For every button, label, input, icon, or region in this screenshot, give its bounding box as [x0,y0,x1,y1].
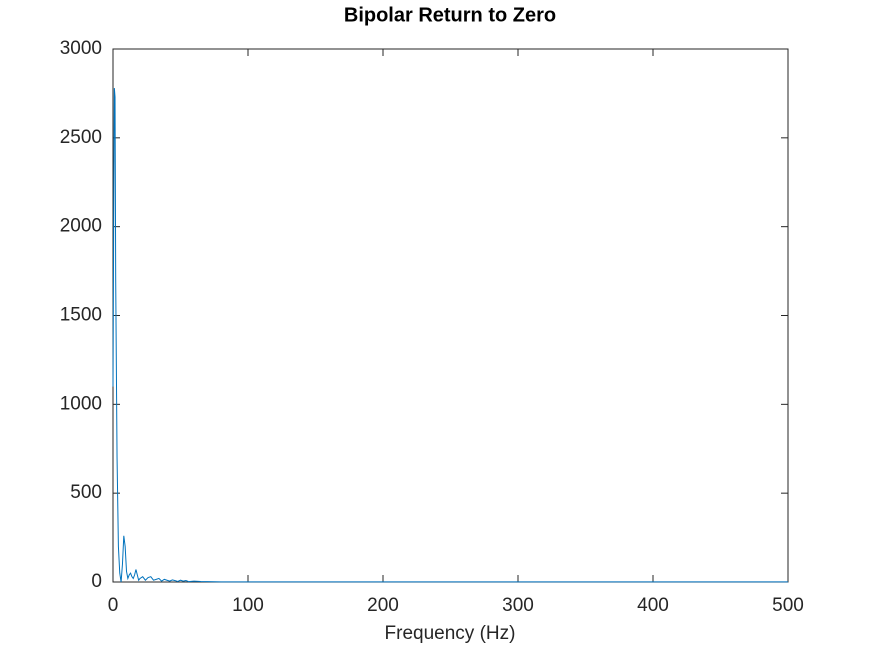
y-tick-label: 500 [70,482,102,503]
y-tick-label: 2000 [60,216,102,237]
x-tick-label: 500 [772,595,804,616]
plot-frame [112,48,789,583]
y-tick-label: 1000 [60,393,102,414]
data-line [112,88,788,583]
x-tick-label: 300 [502,595,534,616]
chart-title: Bipolar Return to Zero [344,4,556,26]
x-tick-label: 0 [108,595,119,616]
y-tick-label: 0 [91,571,102,592]
y-tick-label: 1500 [60,305,102,326]
y-tick-label: 3000 [60,38,102,59]
x-axis-label: Frequency (Hz) [385,623,516,644]
y-tick-label: 2500 [60,127,102,148]
x-tick-label: 400 [637,595,669,616]
x-tick-label: 100 [232,595,264,616]
x-tick-label: 200 [367,595,399,616]
